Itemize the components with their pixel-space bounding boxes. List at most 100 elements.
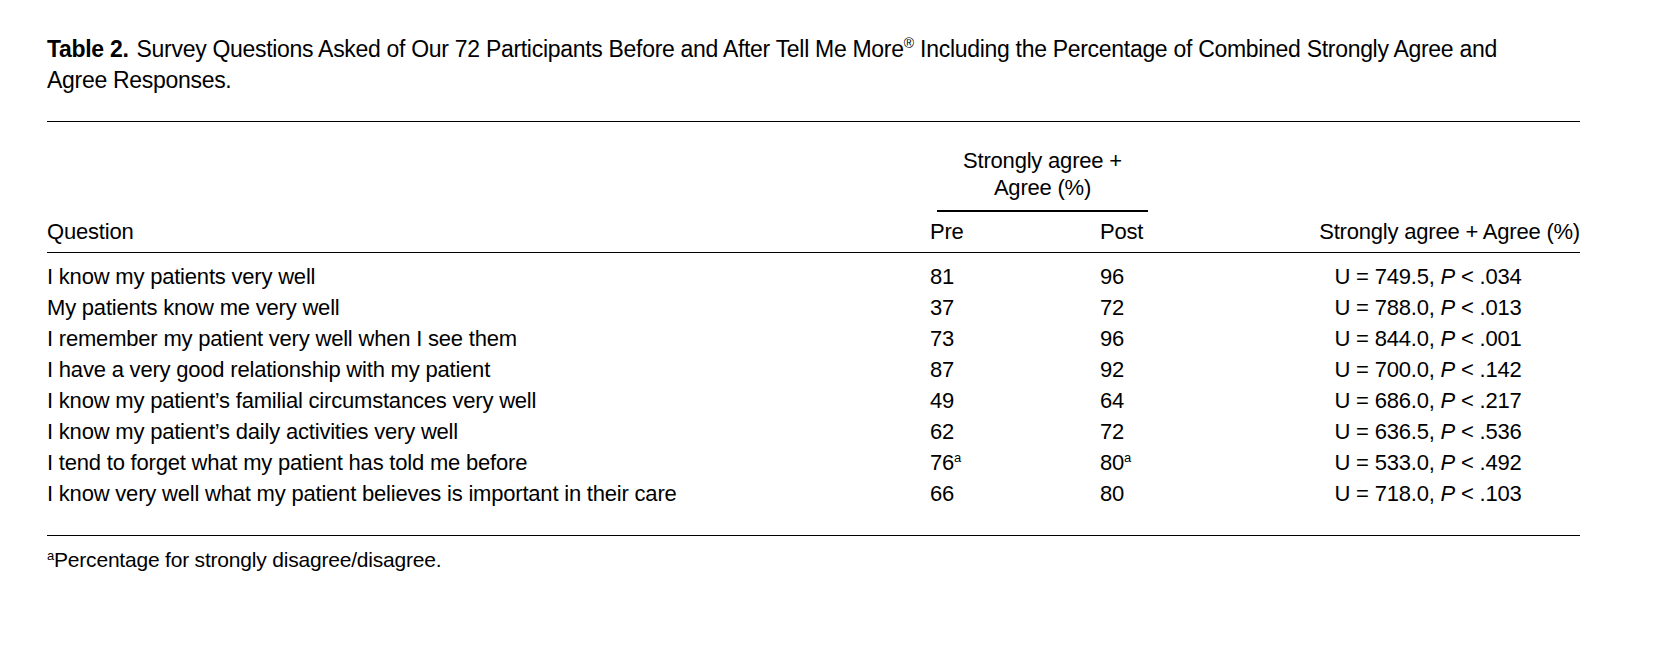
question-cell: I have a very good relationship with my … bbox=[47, 354, 930, 385]
question-cell: I tend to forget what my patient has tol… bbox=[47, 447, 930, 478]
u-statistic: U = 636.5, bbox=[1334, 419, 1440, 444]
footnote-marker: a bbox=[954, 450, 961, 465]
table-row: I tend to forget what my patient has tol… bbox=[47, 447, 1580, 478]
stat-cell: U = 533.0, P < .492 bbox=[1212, 447, 1580, 478]
footnote-text: Percentage for strongly disagree/disagre… bbox=[54, 548, 441, 571]
post-value: 72 bbox=[1100, 419, 1124, 444]
stat-cell: U = 686.0, P < .217 bbox=[1212, 385, 1580, 416]
pre-cell: 49 bbox=[930, 385, 1100, 416]
p-value: < .492 bbox=[1455, 450, 1522, 475]
table-row: I have a very good relationship with my … bbox=[47, 354, 1580, 385]
post-cell: 96 bbox=[1100, 323, 1212, 354]
question-cell: I know my patients very well bbox=[47, 253, 930, 293]
post-value: 92 bbox=[1100, 357, 1124, 382]
p-symbol: P bbox=[1441, 357, 1455, 382]
pre-value: 49 bbox=[930, 388, 954, 413]
pre-value: 73 bbox=[930, 326, 954, 351]
stat-cell: U = 844.0, P < .001 bbox=[1212, 323, 1580, 354]
p-value: < .001 bbox=[1455, 326, 1522, 351]
p-symbol: P bbox=[1441, 326, 1455, 351]
post-cell: 92 bbox=[1100, 354, 1212, 385]
u-statistic: U = 844.0, bbox=[1334, 326, 1440, 351]
post-cell: 96 bbox=[1100, 253, 1212, 293]
stat-cell: U = 788.0, P < .013 bbox=[1212, 292, 1580, 323]
spanner-spacer-left bbox=[47, 122, 930, 213]
u-statistic: U = 718.0, bbox=[1334, 481, 1440, 506]
p-value: < .142 bbox=[1455, 357, 1522, 382]
question-cell: I know very well what my patient believe… bbox=[47, 478, 930, 536]
table-footnote: aPercentage for strongly disagree/disagr… bbox=[47, 548, 1580, 572]
paper-page: Table 2. Survey Questions Asked of Our 72… bbox=[0, 0, 1660, 572]
table-row: I know my patient’s daily activities ver… bbox=[47, 416, 1580, 447]
spanner-header-text: Strongly agree +Agree (%) bbox=[937, 147, 1148, 210]
table-caption: Table 2. Survey Questions Asked of Our 72… bbox=[47, 28, 1515, 96]
table-row: I know my patient’s familial circumstanc… bbox=[47, 385, 1580, 416]
spanner-header-row: Strongly agree +Agree (%) bbox=[47, 122, 1580, 213]
table-row: I know my patients very well 81 96 U = 7… bbox=[47, 253, 1580, 293]
stat-cell: U = 718.0, P < .103 bbox=[1212, 478, 1580, 536]
spanner-spacer-right bbox=[1212, 122, 1580, 213]
table-row: I remember my patient very well when I s… bbox=[47, 323, 1580, 354]
pre-value: 76 bbox=[930, 450, 954, 475]
u-statistic: U = 749.5, bbox=[1334, 264, 1440, 289]
pre-value: 87 bbox=[930, 357, 954, 382]
pre-value: 81 bbox=[930, 264, 954, 289]
pre-value: 37 bbox=[930, 295, 954, 320]
p-symbol: P bbox=[1441, 264, 1455, 289]
stat-cell: U = 636.5, P < .536 bbox=[1212, 416, 1580, 447]
u-statistic: U = 700.0, bbox=[1334, 357, 1440, 382]
u-statistic: U = 686.0, bbox=[1334, 388, 1440, 413]
post-cell: 64 bbox=[1100, 385, 1212, 416]
registered-trademark-icon: ® bbox=[904, 35, 914, 51]
p-symbol: P bbox=[1441, 419, 1455, 444]
p-value: < .536 bbox=[1455, 419, 1522, 444]
survey-results-table: Strongly agree +Agree (%) Question Pre P… bbox=[47, 121, 1580, 536]
question-cell: I know my patient’s daily activities ver… bbox=[47, 416, 930, 447]
post-value: 80 bbox=[1100, 481, 1124, 506]
pre-cell: 37 bbox=[930, 292, 1100, 323]
spanner-header-cell: Strongly agree +Agree (%) bbox=[930, 122, 1212, 213]
p-value: < .034 bbox=[1455, 264, 1522, 289]
pre-cell: 87 bbox=[930, 354, 1100, 385]
post-cell: 72 bbox=[1100, 416, 1212, 447]
question-cell: I know my patient’s familial circumstanc… bbox=[47, 385, 930, 416]
pre-cell: 66 bbox=[930, 478, 1100, 536]
post-cell: 80 bbox=[1100, 478, 1212, 536]
p-value: < .217 bbox=[1455, 388, 1522, 413]
col-header-post: Post bbox=[1100, 212, 1212, 253]
post-value: 72 bbox=[1100, 295, 1124, 320]
p-symbol: P bbox=[1441, 295, 1455, 320]
col-header-question: Question bbox=[47, 212, 930, 253]
post-value: 64 bbox=[1100, 388, 1124, 413]
table-caption-text-1: Survey Questions Asked of Our 72 Partici… bbox=[137, 36, 904, 62]
u-statistic: U = 533.0, bbox=[1334, 450, 1440, 475]
column-header-row: Question Pre Post Strongly agree + Agree… bbox=[47, 212, 1580, 253]
p-symbol: P bbox=[1441, 481, 1455, 506]
pre-value: 66 bbox=[930, 481, 954, 506]
col-header-stat: Strongly agree + Agree (%) bbox=[1212, 212, 1580, 253]
post-cell: 72 bbox=[1100, 292, 1212, 323]
post-cell: 80a bbox=[1100, 447, 1212, 478]
footnote-marker: a bbox=[47, 548, 54, 563]
p-symbol: P bbox=[1441, 450, 1455, 475]
pre-value: 62 bbox=[930, 419, 954, 444]
question-cell: My patients know me very well bbox=[47, 292, 930, 323]
post-value: 96 bbox=[1100, 264, 1124, 289]
p-value: < .103 bbox=[1455, 481, 1522, 506]
p-value: < .013 bbox=[1455, 295, 1522, 320]
question-cell: I remember my patient very well when I s… bbox=[47, 323, 930, 354]
post-value: 96 bbox=[1100, 326, 1124, 351]
post-value: 80 bbox=[1100, 450, 1124, 475]
u-statistic: U = 788.0, bbox=[1334, 295, 1440, 320]
stat-cell: U = 749.5, P < .034 bbox=[1212, 253, 1580, 293]
pre-cell: 62 bbox=[930, 416, 1100, 447]
stat-cell: U = 700.0, P < .142 bbox=[1212, 354, 1580, 385]
table-row: My patients know me very well 37 72 U = … bbox=[47, 292, 1580, 323]
spanner-line-2: Agree (%) bbox=[994, 175, 1091, 200]
col-header-pre: Pre bbox=[930, 212, 1100, 253]
p-symbol: P bbox=[1441, 388, 1455, 413]
footnote-marker: a bbox=[1124, 450, 1131, 465]
table-caption-label: Table 2. bbox=[47, 36, 129, 62]
pre-cell: 73 bbox=[930, 323, 1100, 354]
pre-cell: 81 bbox=[930, 253, 1100, 293]
